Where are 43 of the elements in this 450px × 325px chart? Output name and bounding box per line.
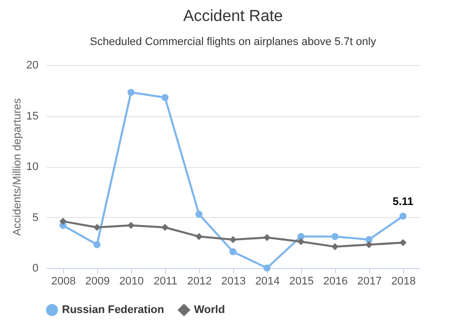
point (161, 224, 169, 231)
point (127, 222, 135, 229)
legend-label: Russian Federation (62, 304, 164, 316)
point (297, 233, 305, 240)
point (331, 233, 339, 240)
point (331, 243, 339, 250)
point (297, 238, 305, 246)
x-tick-label: 2014 (255, 276, 280, 288)
chart-title: Accident Rate (183, 8, 283, 25)
point (195, 233, 203, 240)
y-tick-label: 20 (26, 60, 38, 72)
x-tick-label: 2010 (119, 276, 144, 288)
y-axis-title: Accidents/Million departures (11, 98, 24, 236)
point (127, 88, 135, 96)
y-tick-label: 15 (26, 110, 38, 122)
x-tick-label: 2009 (85, 276, 110, 288)
point (263, 264, 271, 272)
point (365, 236, 373, 244)
point (399, 212, 407, 220)
x-tick-label: 2012 (187, 276, 212, 288)
x-tick-label: 2015 (289, 276, 314, 288)
chart-subtitle: Scheduled Commercial flights on airplanes above 5.7t only (90, 36, 377, 48)
x-tick-label: 2011 (154, 276, 178, 288)
x-tick-label: 2016 (323, 276, 348, 288)
x-tick-label: 2018 (391, 276, 416, 288)
point (59, 218, 67, 225)
x-tick-label: 2008 (51, 276, 76, 288)
point (93, 224, 101, 231)
point (263, 234, 271, 242)
point (93, 241, 101, 248)
point (229, 248, 237, 256)
y-tick-label: 10 (26, 161, 38, 173)
point (365, 241, 373, 248)
x-tick-label: 2013 (221, 276, 246, 288)
point (161, 94, 169, 102)
legend-label: World (194, 304, 225, 316)
y-tick-label: 5 (32, 212, 38, 224)
point (229, 236, 237, 244)
point (399, 239, 407, 246)
point (195, 210, 203, 218)
data-label: 5.11 (392, 196, 414, 208)
x-tick-label: 2017 (357, 276, 382, 288)
y-tick-label: 0 (32, 262, 38, 274)
